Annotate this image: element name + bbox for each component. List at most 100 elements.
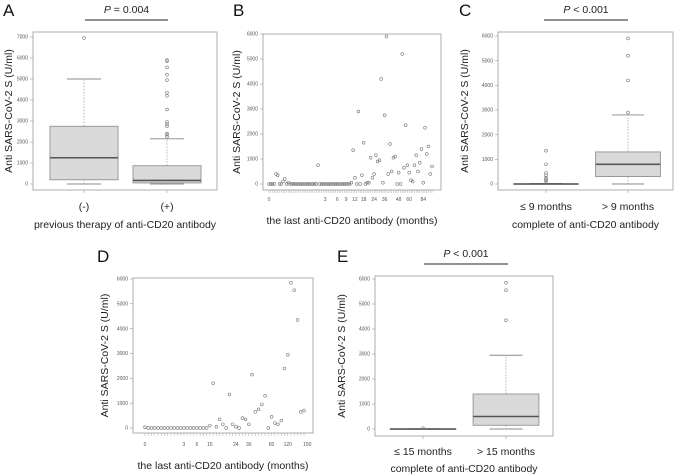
data-point bbox=[398, 182, 403, 186]
outlier-point bbox=[165, 124, 169, 128]
panel-a: A 0 1000 2000 3000 4000 5000 6000 7000 Anti SARS-… bbox=[3, 1, 218, 231]
data-point bbox=[277, 182, 282, 186]
data-point bbox=[283, 177, 287, 181]
data-point bbox=[195, 426, 199, 430]
data-point bbox=[250, 372, 254, 377]
outlier-point bbox=[544, 176, 548, 180]
data-point bbox=[321, 182, 326, 186]
p-value: < 0.001 bbox=[570, 4, 608, 16]
data-point bbox=[172, 426, 176, 430]
data-point bbox=[396, 171, 401, 175]
data-point bbox=[269, 182, 273, 186]
y-tick-label: 2000 bbox=[359, 377, 370, 383]
data-point bbox=[178, 426, 183, 430]
outlier-point bbox=[165, 58, 169, 62]
data-point bbox=[295, 182, 299, 186]
data-point bbox=[282, 366, 287, 371]
x-tick-label: 3 bbox=[324, 197, 327, 203]
y-tick-label: 6000 bbox=[117, 277, 128, 283]
x-tick-label: 84 bbox=[420, 197, 426, 203]
data-point bbox=[326, 182, 331, 186]
y-tick-label: 2000 bbox=[482, 132, 493, 138]
category-label: > 9 months bbox=[602, 201, 654, 213]
y-axis-label: Anti SARS-CoV-2 S (U/ml) bbox=[3, 49, 15, 173]
outlier-point bbox=[165, 120, 169, 124]
y-tick-label: 1000 bbox=[117, 401, 128, 407]
outlier-point bbox=[544, 171, 548, 175]
data-point bbox=[237, 426, 241, 430]
y-tick-label: 6000 bbox=[482, 34, 493, 40]
y-tick-label: 0 bbox=[255, 182, 258, 188]
data-point bbox=[201, 426, 206, 430]
data-point bbox=[292, 288, 296, 292]
outlier-point bbox=[165, 132, 169, 137]
data-point bbox=[402, 166, 406, 170]
data-point bbox=[349, 181, 354, 185]
x-axis-label: the last anti-CD20 antibody (months) bbox=[138, 460, 309, 472]
box-group: (-) bbox=[49, 36, 119, 213]
data-point bbox=[314, 182, 319, 186]
p-value-label: P = 0.004 bbox=[104, 4, 149, 16]
y-tick-label: 3000 bbox=[359, 352, 370, 358]
data-point bbox=[298, 182, 303, 186]
y-tick-label: 6000 bbox=[359, 277, 370, 283]
data-point bbox=[253, 410, 258, 414]
panel-letter: A bbox=[3, 1, 15, 20]
data-point bbox=[384, 34, 389, 39]
y-tick-label: 3000 bbox=[17, 119, 28, 125]
y-tick-label: 0 bbox=[125, 426, 128, 432]
data-point bbox=[243, 417, 248, 422]
data-point bbox=[230, 422, 235, 426]
data-point bbox=[381, 181, 385, 185]
data-point bbox=[430, 164, 434, 169]
outlier-point bbox=[544, 178, 548, 183]
box bbox=[132, 165, 202, 184]
outlier-point bbox=[165, 94, 169, 98]
data-point bbox=[358, 182, 362, 186]
data-point bbox=[411, 179, 415, 184]
data-point bbox=[333, 182, 338, 186]
data-point bbox=[405, 163, 410, 167]
category-label: (-) bbox=[79, 201, 90, 213]
data-point bbox=[361, 141, 366, 145]
data-point bbox=[386, 172, 390, 176]
outlier-point bbox=[165, 131, 169, 136]
data-point bbox=[404, 123, 408, 127]
outlier-point bbox=[504, 318, 508, 322]
data-point bbox=[188, 426, 193, 430]
data-point bbox=[374, 153, 378, 157]
data-point bbox=[293, 182, 297, 186]
data-point bbox=[211, 381, 215, 385]
data-point bbox=[419, 147, 424, 151]
data-point bbox=[426, 144, 431, 149]
data-point bbox=[425, 152, 429, 156]
data-point bbox=[389, 169, 394, 174]
data-point bbox=[185, 426, 189, 430]
data-point bbox=[299, 410, 303, 414]
x-tick-label: 9 bbox=[345, 197, 348, 203]
data-point bbox=[416, 169, 420, 174]
outlier-point bbox=[165, 59, 169, 63]
data-point bbox=[318, 182, 322, 186]
data-point bbox=[342, 182, 347, 186]
data-point bbox=[395, 182, 399, 186]
data-point bbox=[169, 426, 173, 430]
outlier-point bbox=[626, 110, 630, 115]
data-point bbox=[407, 171, 411, 175]
plot-frame bbox=[374, 275, 554, 437]
data-point bbox=[240, 416, 245, 420]
data-point bbox=[428, 172, 432, 176]
y-tick-label: 6000 bbox=[17, 56, 28, 62]
y-tick-label: 4000 bbox=[359, 327, 370, 333]
data-point bbox=[263, 394, 267, 398]
data-point bbox=[305, 182, 310, 186]
panel-c: C 0 1000 2000 3000 4000 5000 6000 Anti SARS-CoV-… bbox=[459, 1, 674, 231]
x-tick-label: 0 bbox=[268, 197, 271, 203]
plot-frame bbox=[262, 33, 442, 191]
plot-frame bbox=[32, 31, 218, 191]
data-point bbox=[377, 158, 382, 162]
data-point bbox=[153, 426, 157, 430]
data-point bbox=[227, 392, 232, 397]
data-point bbox=[267, 182, 271, 186]
p-symbol: P bbox=[563, 4, 570, 16]
